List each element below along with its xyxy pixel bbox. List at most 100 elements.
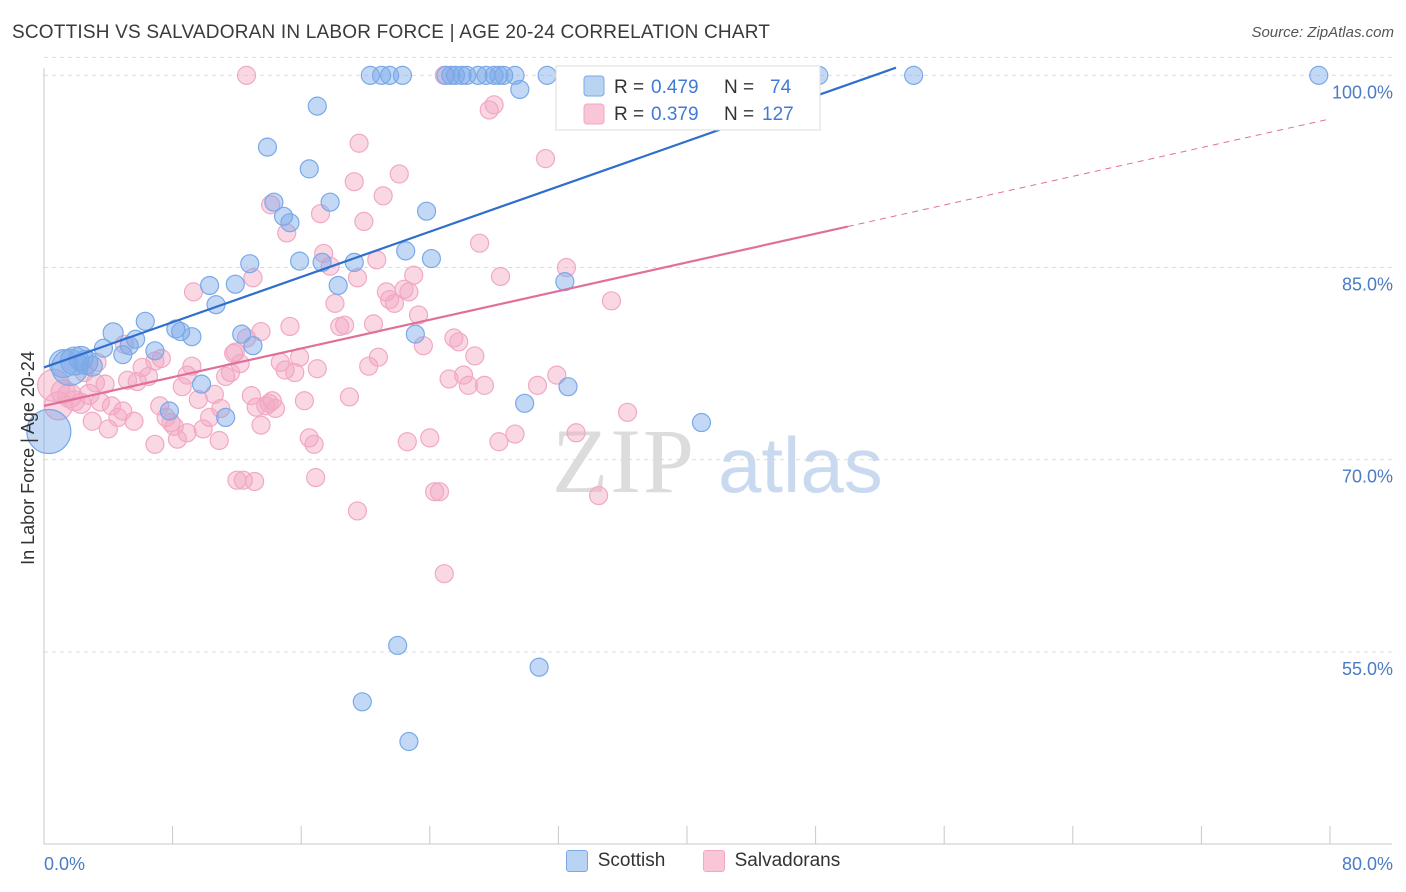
y-tick-label-0: 100.0%	[1332, 82, 1393, 102]
scottish-point-1	[48, 349, 78, 379]
x-tick-label-1: 80.0%	[1342, 854, 1393, 874]
salvadorans-point-74	[425, 482, 445, 502]
gridlines	[44, 56, 1392, 653]
salvadorans-point-91	[547, 365, 567, 385]
watermark-atlas: atlas	[718, 421, 883, 509]
scottish-point-72	[352, 692, 372, 712]
axes	[43, 68, 1392, 845]
legend-n-label-scottish: N =	[724, 77, 754, 98]
salvadorans-point-19	[150, 396, 170, 416]
salvadorans-point-96	[617, 402, 638, 422]
salvadorans-point-69	[399, 282, 419, 302]
watermark: ZIP atlas	[552, 410, 883, 512]
scottish-point-26	[257, 137, 278, 157]
salvadorans-point-76	[434, 564, 454, 584]
salvadorans-point-71	[408, 305, 429, 325]
scottish-point-46	[441, 65, 461, 85]
watermark-zip: ZIP	[552, 410, 696, 512]
salvadorans-point-23	[172, 377, 192, 397]
scottish-point-25	[216, 407, 236, 428]
salvadorans-point-63	[368, 347, 388, 367]
scottish-point-12	[135, 311, 155, 331]
scottish-point-43	[416, 201, 437, 221]
chart-title: SCOTTISH VS SALVADORAN IN LABOR FORCE | …	[12, 22, 771, 43]
scottish-point-44	[421, 248, 442, 269]
salvadorans-point-41	[262, 391, 282, 411]
salvadorans-point-83	[470, 233, 490, 253]
salvadorans-point-120	[397, 432, 417, 452]
scottish-point-58	[537, 65, 557, 85]
salvadorans-point-110	[376, 282, 396, 302]
scottish-point-20	[225, 274, 245, 294]
scottish-point-73	[399, 731, 419, 752]
salvadorans-point-56	[335, 315, 355, 335]
salvadorans-point-37	[241, 386, 261, 406]
scottish-point-6	[81, 355, 103, 377]
salvadorans-point-30	[204, 384, 224, 404]
legend-r-label-scottish: R =	[614, 77, 644, 98]
salvadorans-point-107	[243, 268, 263, 288]
scottish-point-53	[489, 65, 509, 85]
salvadorans-point-89	[527, 375, 548, 395]
salvadorans-point-90	[535, 149, 556, 169]
salvadorans-point-13	[117, 370, 138, 390]
salvadorans-point-88	[505, 424, 525, 444]
salvadorans-point-106	[277, 223, 297, 243]
legend-label-scottish: Scottish	[597, 850, 666, 871]
salvadorans-point-57	[339, 387, 360, 407]
scottish-point-66	[691, 412, 712, 433]
salvadorans-point-59	[349, 133, 369, 153]
scottish-point-35	[328, 275, 348, 296]
scottish-point-54	[494, 65, 514, 85]
scottish-point-57	[515, 393, 535, 413]
salvadorans-point-80	[453, 365, 474, 385]
scottish-point-70	[388, 635, 408, 656]
salvadorans-point-46	[285, 362, 305, 383]
legend-n-value-scottish: 74	[770, 77, 792, 98]
salvadorans-point-75	[429, 482, 450, 502]
scottish-point-8	[93, 338, 114, 358]
salvadorans-point-31	[211, 398, 231, 419]
salvadorans-point-94	[588, 485, 609, 506]
legend-swatch-salvadorans	[583, 103, 605, 125]
salvadorans-point-48	[294, 391, 315, 411]
salvadorans-points	[37, 65, 644, 584]
salvadorans-point-42	[265, 398, 286, 419]
scottish-point-37	[360, 65, 380, 85]
salvadorans-point-118	[490, 266, 511, 287]
x-tick-labels: 0.0% 80.0%	[44, 854, 1393, 874]
salvadorans-point-82	[465, 346, 485, 366]
y-tick-label-1: 85.0%	[1342, 275, 1393, 295]
legend-r-label-salvadorans: R =	[614, 104, 644, 125]
salvadorans-point-109	[347, 268, 368, 288]
salvadorans-point-22	[167, 429, 188, 449]
scottish-point-0	[26, 408, 72, 455]
scottish-point-50	[468, 65, 488, 85]
salvadorans-point-51	[307, 359, 327, 379]
salvadorans-trend-extension	[847, 118, 1331, 228]
scottish-point-21	[232, 324, 252, 344]
legend-item-scottish: Scottish	[565, 850, 666, 872]
scottish-point-40	[392, 65, 413, 85]
scottish-point-17	[159, 401, 179, 421]
scottish-point-69	[1309, 65, 1329, 85]
salvadorans-point-121	[224, 343, 244, 363]
salvadorans-point-64	[373, 186, 393, 206]
scottish-point-29	[280, 213, 300, 233]
salvadorans-point-50	[304, 434, 324, 454]
scottish-point-22	[243, 336, 263, 356]
scottish-point-27	[264, 192, 284, 212]
scottish-point-42	[405, 324, 425, 344]
legend-r-value-scottish: 0.479	[651, 77, 699, 98]
scottish-point-30	[289, 251, 310, 271]
scottish-point-34	[320, 192, 340, 212]
salvadorans-point-84	[474, 375, 495, 395]
salvadorans-point-10	[101, 396, 122, 416]
scottish-point-52	[484, 65, 504, 85]
legend-item-salvadorans: Salvadorans	[702, 850, 840, 872]
salvadorans-point-79	[449, 332, 469, 352]
legend-swatch-salvadorans-bottom	[702, 850, 725, 872]
scottish-point-23	[240, 254, 260, 274]
salvadorans-point-99	[244, 471, 265, 492]
salvadorans-point-102	[347, 501, 368, 521]
